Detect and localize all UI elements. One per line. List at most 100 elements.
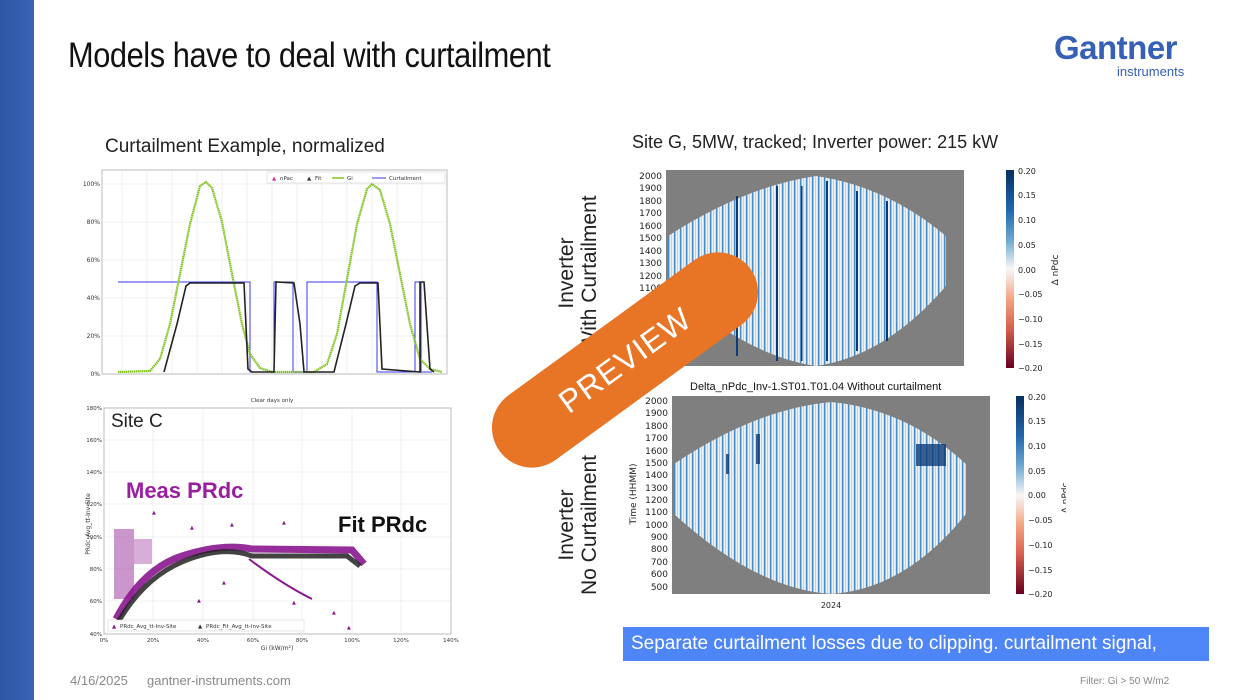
logo-sub: instruments [1117,64,1185,79]
svg-text:1300: 1300 [645,484,668,494]
legend-fit: PRdc_Fit_Avg_tt-Inv-Site [206,624,272,630]
heatmap-title: Delta_nPdc_Inv-1.ST01.T01.04 Without cur… [690,381,942,393]
svg-text:1400: 1400 [645,471,668,481]
svg-text:▲: ▲ [222,580,226,586]
svg-text:60%: 60% [90,599,102,605]
svg-text:▲: ▲ [112,624,117,630]
svg-text:1700: 1700 [639,209,662,219]
svg-text:100%: 100% [344,638,360,644]
svg-text:20%: 20% [87,333,101,340]
svg-text:120%: 120% [86,502,102,508]
svg-text:2024: 2024 [821,601,841,610]
heatmap-no-curtailment: 2000 1900 1800 1700 1600 1500 1400 1300 1200 11… [629,394,1066,610]
svg-text:Curtailment: Curtailment [389,176,422,182]
svg-text:−0.05: −0.05 [1028,516,1053,525]
svg-text:180%: 180% [86,406,102,412]
site-c-label: Site C [111,411,163,432]
svg-text:0.20: 0.20 [1018,167,1036,176]
svg-text:1900: 1900 [645,409,668,419]
svg-text:▲: ▲ [307,176,312,182]
page-title: Models have to deal with curtailment [68,36,551,75]
logo-name: Gantner [1054,29,1178,66]
svg-text:▲: ▲ [347,625,351,631]
svg-text:▲: ▲ [230,522,234,528]
svg-text:▲: ▲ [282,520,286,526]
svg-text:1100: 1100 [645,508,668,518]
svg-text:60%: 60% [87,257,101,264]
svg-text:900: 900 [651,533,668,543]
svg-text:80%: 80% [87,219,101,226]
svg-text:−0.20: −0.20 [1018,364,1043,373]
svg-text:100%: 100% [83,181,100,188]
svg-text:40%: 40% [90,632,102,638]
svg-text:Fit: Fit [315,176,322,182]
svg-text:0%: 0% [100,638,109,644]
curtailment-line-chart: 0%20%40% 60%80%100% ▲ nPac ▲ Fit Gi Curtai… [83,169,448,378]
svg-text:nPac: nPac [280,176,293,182]
fit-prdc-label: Fit PRdc [338,512,428,537]
svg-text:1100: 1100 [639,284,662,294]
svg-text:▲: ▲ [332,610,336,616]
svg-text:1700: 1700 [645,434,668,444]
svg-text:Gi: Gi [347,176,353,182]
svg-text:0.00: 0.00 [1018,266,1036,275]
svg-text:80%: 80% [296,638,308,644]
svg-text:2000: 2000 [645,397,668,407]
svg-text:−0.10: −0.10 [1018,315,1043,324]
svg-text:Time (HHMM): Time (HHMM) [629,464,639,526]
svg-text:0%: 0% [90,371,100,378]
footer-date: 4/16/2025 [70,673,128,688]
svg-text:▲: ▲ [197,598,201,604]
row-label-with-curtailment: Inverter With Curtailment [555,195,601,351]
svg-text:60%: 60% [247,638,259,644]
callout-banner: Separate curtailment losses due to clipp… [623,627,1209,688]
svg-text:Δ nPdc: Δ nPdc [1051,255,1061,286]
svg-text:▲: ▲ [292,600,296,606]
svg-text:▲: ▲ [152,510,156,516]
svg-text:−0.15: −0.15 [1028,566,1053,575]
scatter-ylabel: PRdc_Avg_tt-Inv-Site [85,493,92,555]
svg-text:600: 600 [651,570,668,580]
svg-text:1200: 1200 [645,496,668,506]
svg-text:▲: ▲ [190,525,194,531]
svg-text:0.10: 0.10 [1028,442,1046,451]
svg-text:80%: 80% [90,567,102,573]
svg-text:0.15: 0.15 [1028,417,1046,426]
svg-text:500: 500 [651,583,668,593]
svg-text:0.05: 0.05 [1028,467,1046,476]
svg-text:120%: 120% [393,638,409,644]
svg-text:−0.20: −0.20 [1028,590,1053,599]
svg-text:160%: 160% [86,438,102,444]
svg-text:1600: 1600 [639,222,662,232]
svg-text:0.05: 0.05 [1018,241,1036,250]
logo: Gantner instruments [1054,29,1184,79]
svg-text:1500: 1500 [645,459,668,469]
svg-text:1300: 1300 [639,259,662,269]
svg-text:1200: 1200 [639,272,662,282]
svg-text:0.00: 0.00 [1028,491,1046,500]
svg-text:1600: 1600 [645,447,668,457]
svg-text:Δ nPdc: Δ nPdc [1061,483,1066,514]
svg-text:40%: 40% [197,638,209,644]
legend-meas: PRdc_Avg_tt-Inv-Site [120,624,177,630]
svg-text:800: 800 [651,545,668,555]
svg-text:0.10: 0.10 [1018,216,1036,225]
svg-text:1800: 1800 [645,422,668,432]
svg-text:0.20: 0.20 [1028,394,1046,402]
svg-text:700: 700 [651,558,668,568]
prdc-scatter-chart: Clear days only 40% 60% 80% 100% 120% 140% 16… [85,398,459,652]
scatter-xlabel: Gi (kW/m²) [261,645,294,652]
meas-prdc-label: Meas PRdc [126,478,244,503]
svg-text:1400: 1400 [639,247,662,257]
svg-text:▲: ▲ [272,176,277,182]
svg-text:140%: 140% [443,638,459,644]
curtailment-caption: Curtailment Example, normalized [105,136,385,157]
svg-text:−0.15: −0.15 [1018,340,1043,349]
footer-site: gantner-instruments.com [147,673,291,688]
footer-filter: Filter: Gi > 50 W/m2 [1080,676,1170,687]
svg-text:1900: 1900 [639,184,662,194]
svg-text:1500: 1500 [639,234,662,244]
svg-text:100%: 100% [86,535,102,541]
svg-text:1000: 1000 [645,521,668,531]
svg-text:−0.10: −0.10 [1028,541,1053,550]
